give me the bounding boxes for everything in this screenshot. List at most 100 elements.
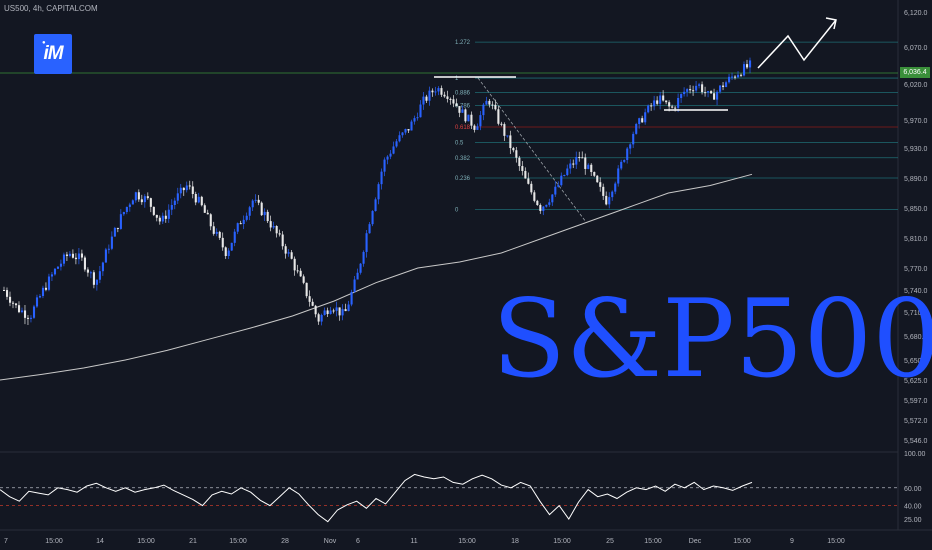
- candle-body: [224, 247, 227, 257]
- candle-body: [575, 157, 578, 165]
- candle-body: [470, 114, 473, 126]
- oscillator-line: [0, 473, 753, 523]
- time-tick-label: 15:00: [45, 538, 63, 545]
- candle-body: [188, 185, 191, 187]
- candle-body: [311, 301, 314, 306]
- candle-body: [62, 254, 66, 264]
- candle-body: [200, 196, 203, 206]
- candle-body: [692, 90, 695, 92]
- candle-body: [245, 215, 248, 220]
- candle-body: [461, 109, 464, 113]
- candle-body: [578, 157, 581, 159]
- candle-body: [242, 219, 245, 225]
- candle-body: [659, 95, 662, 104]
- candle-body: [446, 96, 449, 99]
- candle-body: [275, 226, 278, 234]
- candle-body: [380, 171, 383, 185]
- candle-body: [326, 310, 329, 315]
- price-tick-label: 5,680.0: [904, 334, 927, 341]
- candle-body: [599, 182, 602, 187]
- candle-body: [299, 270, 302, 277]
- candle-body: [17, 305, 21, 313]
- candle-body: [686, 89, 689, 92]
- candle-body: [695, 85, 698, 91]
- candle-body: [257, 199, 260, 203]
- candle-body: [494, 104, 497, 110]
- candle-body: [59, 263, 63, 267]
- symbol-label[interactable]: US500, 4h, CAPITALCOM: [4, 4, 98, 13]
- candle-body: [620, 161, 623, 169]
- candle-body: [503, 124, 506, 136]
- candle-body: [137, 192, 140, 200]
- candle-body: [626, 148, 629, 160]
- candle-body: [641, 118, 644, 123]
- candle-body: [740, 74, 743, 76]
- candle-body: [8, 296, 12, 303]
- candle-body: [476, 126, 479, 130]
- candle-body: [113, 227, 116, 237]
- candle-body: [527, 178, 530, 184]
- candle-body: [23, 310, 27, 318]
- candle-body: [308, 296, 311, 302]
- candle-body: [119, 214, 122, 229]
- candle-body: [383, 159, 386, 172]
- candle-body: [710, 91, 713, 94]
- candle-body: [221, 237, 224, 248]
- candle-body: [497, 109, 500, 124]
- candle-body: [428, 90, 431, 101]
- arrow-head-icon: [825, 17, 837, 30]
- candle-body: [419, 104, 422, 118]
- candle-body: [191, 186, 194, 194]
- fib-anchor-line: [477, 77, 587, 223]
- price-tick-label: 5,930.0: [904, 146, 927, 153]
- candle-body: [134, 192, 137, 201]
- candle-body: [683, 91, 686, 95]
- candle-body: [674, 107, 677, 109]
- candle-body: [416, 117, 419, 119]
- candle-body: [557, 185, 560, 187]
- candle-body: [167, 209, 170, 219]
- candle-body: [38, 296, 42, 298]
- candle-body: [701, 84, 704, 93]
- fib-level-label: 0: [455, 208, 459, 214]
- candle-body: [485, 100, 488, 105]
- price-tick-label: 6,070.0: [904, 45, 927, 52]
- candle-body: [143, 196, 146, 203]
- candle-body: [665, 100, 668, 103]
- candle-body: [449, 98, 452, 100]
- price-tick-label: 5,710.0: [904, 310, 927, 317]
- candle-body: [203, 205, 206, 213]
- candle-body: [611, 191, 614, 198]
- price-tick-label: 5,546.0: [904, 438, 927, 445]
- candle-body: [623, 159, 626, 162]
- candle-body: [317, 314, 320, 322]
- candle-body: [71, 253, 75, 258]
- candle-body: [227, 250, 230, 257]
- candle-body: [272, 226, 275, 228]
- candle-body: [266, 211, 269, 222]
- candle-body: [653, 100, 656, 107]
- overlay-title: S&P500: [492, 277, 932, 402]
- candle-body: [728, 76, 731, 83]
- price-tick-label: 5,597.0: [904, 398, 927, 405]
- fib-level-label: 0.382: [455, 156, 471, 162]
- time-tick-label: 21: [189, 538, 197, 545]
- time-tick-label: Dec: [689, 538, 702, 545]
- time-axis[interactable]: 7 15:00 14 15:00 21 15:00 28 Nov 6 11 15:00 18 15:00…: [4, 538, 845, 545]
- candle-body: [32, 306, 36, 318]
- candle-body: [11, 302, 15, 304]
- price-tick-label: 5,625.0: [904, 378, 927, 385]
- candle-body: [350, 291, 353, 305]
- fibonacci-retracement: 1.272 1 0.886 0.786 0.618 0.5 0.382 0.236 0: [455, 40, 898, 223]
- candle-body: [14, 303, 18, 306]
- price-axis[interactable]: 6,120.0 6,070.0 6,020.0 5,970.0 5,930.0 5,890…: [904, 10, 927, 445]
- candle-body: [407, 129, 410, 131]
- price-tick-label: 5,740.0: [904, 288, 927, 295]
- candle-body: [398, 135, 401, 142]
- candle-body: [749, 60, 752, 68]
- candle-body: [668, 102, 671, 107]
- candle-body: [524, 170, 527, 179]
- candle-body: [572, 163, 575, 165]
- candle-body: [182, 187, 185, 191]
- candle-body: [320, 314, 323, 322]
